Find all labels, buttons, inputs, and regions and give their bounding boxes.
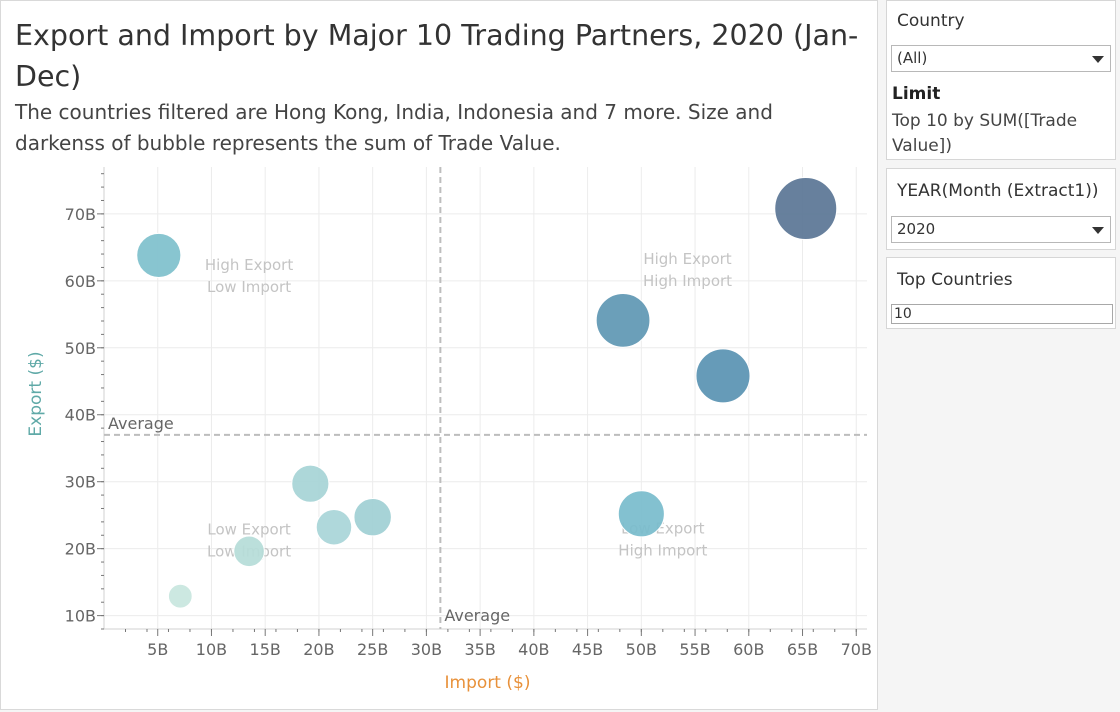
y-tick-label: 60B [65,272,96,291]
x-tick-label: 70B [841,640,872,659]
year-dropdown[interactable]: 2020 [891,216,1111,243]
import-average-label: Average [444,606,510,625]
data-bubble[interactable] [353,497,392,537]
chevron-down-icon[interactable] [1092,227,1104,234]
data-bubble[interactable] [595,292,651,348]
x-tick-label: 55B [679,640,710,659]
chart-subtitle: The countries filtered are Hong Kong, In… [15,100,773,155]
quadrant-label: Low Export [207,521,291,539]
y-tick-label: 50B [65,339,96,358]
top-countries-title: Top Countries [897,270,1013,290]
y-tick-label: 70B [65,205,96,224]
country-dropdown[interactable]: (All) [891,45,1111,72]
year-filter-title: YEAR(Month (Extract1)) [897,181,1099,201]
top-countries-input[interactable]: 10 [891,304,1113,324]
data-bubble[interactable] [617,490,665,538]
x-tick-label: 25B [357,640,388,659]
chevron-down-icon[interactable] [1092,56,1104,63]
data-bubble[interactable] [233,535,265,568]
export-average-label: Average [108,414,174,433]
quadrant-label: Low Import [207,278,291,296]
quadrant-label: High Import [643,272,732,290]
y-tick-label: 10B [65,607,96,626]
x-tick-label: 60B [733,640,764,659]
x-tick-label: 5B [147,640,168,659]
x-tick-label: 35B [464,640,495,659]
x-tick-label: 10B [196,640,227,659]
filter-sidebar: Country (All) Limit Top 10 by SUM([Trade… [882,0,1120,712]
data-bubble[interactable] [291,464,330,503]
dashboard: Export and Import by Major 10 Trading Pa… [0,0,878,710]
x-tick-label: 65B [787,640,818,659]
year-filter-card: YEAR(Month (Extract1)) 2020 [886,168,1116,250]
x-tick-label: 40B [518,640,549,659]
x-tick-label: 45B [572,640,603,659]
x-axis-title: Import ($) [445,673,531,693]
x-tick-label: 30B [411,640,442,659]
x-tick-label: 15B [250,640,281,659]
x-tick-label: 20B [303,640,334,659]
data-bubble[interactable] [315,508,353,546]
country-dropdown-value: (All) [897,49,928,67]
chart-title: Export and Import by Major 10 Trading Pa… [15,19,859,93]
scatter-chart[interactable]: 10B 20B 30B 40B 50B 60B 70B 5B 10B 15B 20B 25B 30B 35… [1,1,879,711]
y-tick-label: 40B [65,406,96,425]
x-tick-label: 50B [626,640,657,659]
y-axis-title: Export ($) [26,351,46,436]
y-tick-label: 20B [65,540,96,559]
limit-text: Top 10 by SUM([Trade Value]) [892,111,1078,156]
quadrant-label: High Export [643,250,731,268]
country-filter-card: Country (All) Limit Top 10 by SUM([Trade… [886,0,1116,160]
data-bubble[interactable] [695,348,751,404]
data-bubble[interactable] [774,177,838,241]
y-tick-label: 30B [65,473,96,492]
quadrant-label: High Export [205,256,293,274]
limit-label: Limit [892,84,941,104]
data-bubble[interactable] [136,232,182,278]
data-bubble[interactable] [167,583,193,609]
country-filter-title: Country [897,11,965,31]
year-dropdown-value: 2020 [897,220,936,238]
quadrant-label: High Import [618,541,707,559]
top-countries-card: Top Countries 10 [886,257,1116,329]
